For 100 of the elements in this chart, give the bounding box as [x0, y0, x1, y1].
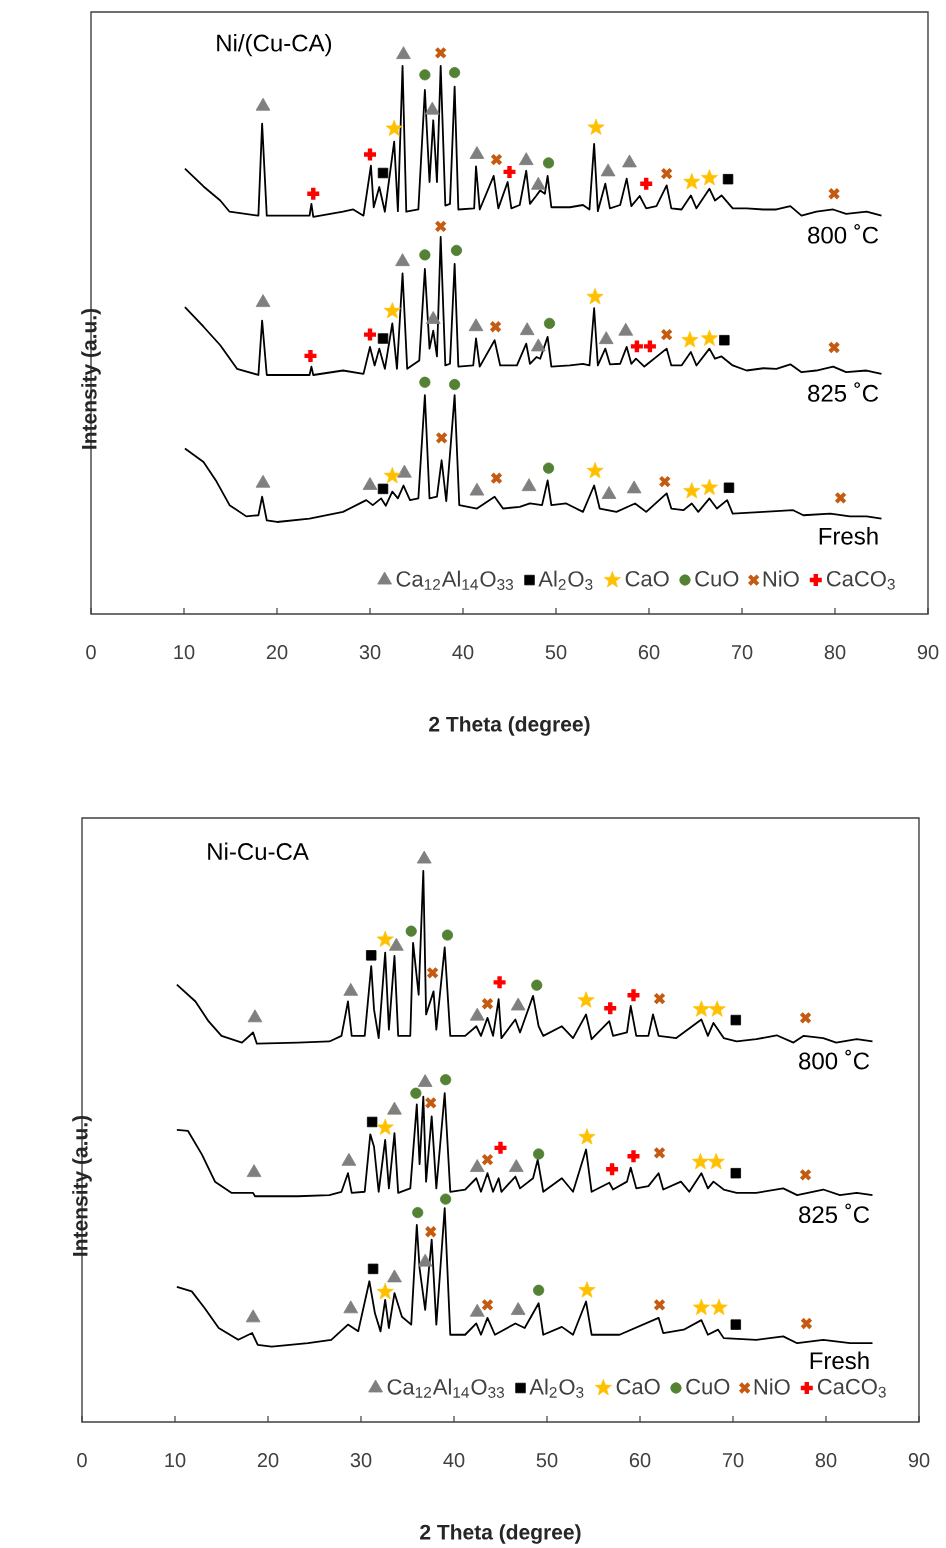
point — [377, 167, 389, 179]
chart-title: Ni-Cu-CA — [208, 842, 309, 861]
x-tick-label: 30 — [350, 1453, 372, 1468]
point — [708, 1000, 726, 1017]
point — [834, 491, 847, 505]
point — [489, 320, 502, 333]
point — [625, 1148, 642, 1165]
point — [481, 1153, 494, 1166]
point — [521, 478, 537, 492]
point — [367, 1263, 379, 1275]
point — [424, 101, 440, 115]
point — [827, 341, 841, 354]
point — [660, 328, 673, 341]
point — [799, 1168, 812, 1182]
point — [723, 482, 735, 493]
point — [578, 1281, 596, 1298]
point — [434, 46, 447, 60]
point — [469, 1303, 485, 1317]
point — [692, 1000, 710, 1017]
point — [387, 1269, 402, 1283]
point — [426, 966, 439, 980]
point — [531, 338, 546, 352]
point — [577, 991, 595, 1008]
point — [305, 185, 322, 202]
point — [255, 474, 271, 488]
point — [469, 146, 485, 159]
point — [481, 997, 494, 1010]
point — [587, 118, 605, 135]
point — [440, 1193, 452, 1205]
legend-label: NiO — [763, 570, 799, 587]
legend-label: Al$_{2}$O$_{3}$ — [529, 1378, 584, 1398]
point — [542, 462, 555, 474]
point — [658, 475, 672, 488]
point — [730, 1319, 741, 1330]
point — [376, 1118, 394, 1135]
point — [490, 153, 503, 166]
point — [246, 1164, 262, 1178]
point — [618, 322, 634, 336]
x-tick-label: 70 — [722, 1453, 744, 1468]
legend-label: CaO — [625, 570, 669, 587]
point — [343, 1300, 359, 1314]
point — [683, 482, 701, 499]
point — [419, 69, 431, 81]
legend-label: NiO — [754, 1378, 790, 1395]
y-axis-title: Intensity (a.u.) — [72, 1115, 92, 1256]
x-tick-label: 40 — [452, 645, 474, 660]
x-tick-label: 50 — [536, 1453, 558, 1468]
point — [449, 378, 461, 391]
x-tick-label: 0 — [86, 645, 96, 660]
point — [827, 187, 841, 201]
point — [424, 1096, 437, 1110]
point — [510, 1302, 526, 1315]
point — [343, 982, 359, 996]
point — [800, 1317, 813, 1330]
x-tick-label: 20 — [257, 1453, 279, 1468]
point — [531, 176, 546, 190]
point — [691, 1153, 709, 1170]
legend-label: CaO — [616, 1378, 660, 1395]
point — [681, 331, 699, 348]
point — [245, 1309, 261, 1323]
point — [396, 46, 411, 60]
y-axis-title: Intensity (a.u.) — [81, 308, 101, 449]
point — [255, 97, 271, 111]
point — [412, 1207, 424, 1219]
series-label: 825 ˚C — [799, 1203, 870, 1224]
chart-title: Ni/(Cu-CA) — [217, 33, 332, 57]
point — [424, 1225, 437, 1238]
point — [383, 467, 401, 484]
point — [508, 1159, 524, 1172]
point — [469, 1159, 485, 1172]
point — [410, 1087, 422, 1099]
point — [510, 997, 526, 1011]
legend-label: CuO — [695, 570, 739, 587]
point — [385, 119, 403, 136]
point — [653, 992, 666, 1005]
x-axis-title: 2 Theta (degree) — [420, 1524, 581, 1544]
point — [366, 1116, 378, 1128]
point — [653, 1298, 666, 1312]
point — [450, 244, 463, 257]
point — [376, 1283, 394, 1300]
point — [533, 1148, 545, 1160]
point — [481, 1298, 494, 1312]
point — [255, 294, 271, 308]
point — [586, 461, 604, 479]
point — [700, 169, 718, 186]
point — [490, 471, 503, 485]
point — [531, 979, 543, 991]
point — [543, 317, 556, 329]
point — [625, 987, 642, 1004]
point — [425, 311, 441, 324]
point — [469, 482, 485, 496]
point — [707, 1153, 725, 1170]
x-tick-label: 20 — [266, 645, 288, 660]
point — [397, 464, 412, 478]
point — [468, 318, 484, 332]
series-label: 800 ˚C — [799, 1049, 870, 1070]
x-tick-label: 50 — [545, 645, 567, 660]
point — [586, 288, 604, 305]
x-tick-label: 30 — [359, 645, 381, 660]
point — [417, 1253, 433, 1267]
